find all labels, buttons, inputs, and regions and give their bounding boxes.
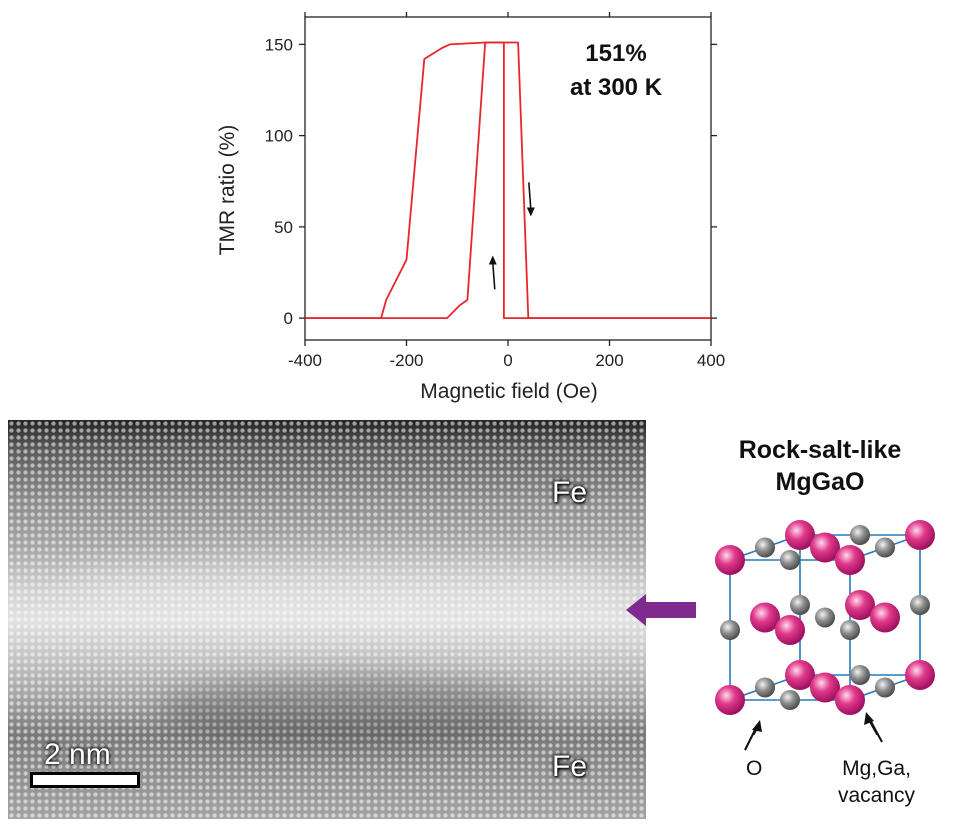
oxygen-atom <box>785 660 815 690</box>
x-tick-label: -200 <box>389 351 423 370</box>
cation-atom <box>850 665 870 685</box>
structure-title: Rock-salt-like MgGaO <box>700 434 940 498</box>
x-tick-label: -400 <box>288 351 322 370</box>
y-tick-label: 50 <box>274 218 293 237</box>
oxygen-atom <box>870 602 900 633</box>
tmr-series-2 <box>305 41 711 320</box>
cation-atom <box>850 525 870 545</box>
sweep-arrow-2 <box>491 262 496 290</box>
oxygen-atom <box>715 545 745 575</box>
cation-atom <box>840 620 860 640</box>
scale-bar <box>30 772 140 788</box>
oxygen-atom <box>810 672 840 703</box>
oxygen-atom <box>715 685 745 715</box>
label-arrowheads <box>744 712 883 751</box>
oxygen-atom <box>835 545 865 575</box>
stem-dark-band <box>158 675 538 745</box>
crystal-structure <box>715 520 935 735</box>
pointer-arrow <box>626 594 696 626</box>
x-tick-label: 400 <box>697 351 725 370</box>
y-tick-label: 100 <box>265 127 293 146</box>
y-axis-title: TMR ratio (%) <box>216 125 239 256</box>
plot-area: -400 -200 0 200 400 0 50 100 150 <box>265 12 725 370</box>
stem-image <box>8 420 646 819</box>
x-axis-title: Magnetic field (Oe) <box>420 380 597 403</box>
stem-bright-band <box>68 550 628 620</box>
o-pointer-head <box>752 720 762 732</box>
x-tick-label: 200 <box>595 351 623 370</box>
oxygen-atom <box>750 602 780 633</box>
plot-frame <box>304 16 712 341</box>
cation-atom <box>790 595 810 615</box>
cation-label: Mg,Ga, vacancy <box>838 755 915 809</box>
atoms <box>715 520 935 715</box>
oxygen-atom <box>775 615 805 645</box>
arrow-shape <box>626 594 696 626</box>
fe-label-top: Fe <box>552 476 588 509</box>
cation-label-line-1: Mg,Ga, <box>842 757 911 780</box>
cation-atom <box>815 607 835 628</box>
annotation-line-2: at 300 K <box>570 74 663 101</box>
o-label: O <box>746 757 763 780</box>
structure-title-line-1: Rock-salt-like <box>738 436 902 464</box>
fe-label-bottom: Fe <box>552 750 588 783</box>
cation-atom <box>755 677 775 698</box>
x-tick-label: 0 <box>503 351 512 370</box>
sweep-arrowhead-1 <box>526 207 535 217</box>
y-tick-label: 150 <box>265 35 293 54</box>
scale-bar-label: 2 nm <box>44 738 111 771</box>
sweep-arrow-1 <box>528 182 532 210</box>
cation-atom <box>720 620 740 640</box>
cation-atom <box>875 537 895 558</box>
cation-atom <box>875 677 895 698</box>
oxygen-atom <box>845 590 875 620</box>
cation-atom <box>780 690 800 710</box>
y-tick-label: 0 <box>284 309 293 328</box>
tmr-chart: -400 -200 0 200 400 0 50 100 150 Magnetic field … <box>216 12 725 403</box>
oxygen-atom <box>905 520 935 550</box>
cation-pointer-head <box>864 712 874 725</box>
cation-atom <box>780 550 800 570</box>
annotation-line-1: 151% <box>585 40 646 67</box>
oxygen-atom <box>810 532 840 563</box>
structure-title-line-2: MgGaO <box>775 468 865 496</box>
oxygen-atom <box>835 685 865 715</box>
cation-atom <box>755 537 775 558</box>
cation-atom <box>910 595 930 615</box>
sweep-arrowhead-2 <box>488 255 497 265</box>
oxygen-atom <box>905 660 935 690</box>
cation-label-line-2: vacancy <box>838 784 916 807</box>
oxygen-atom <box>785 520 815 550</box>
